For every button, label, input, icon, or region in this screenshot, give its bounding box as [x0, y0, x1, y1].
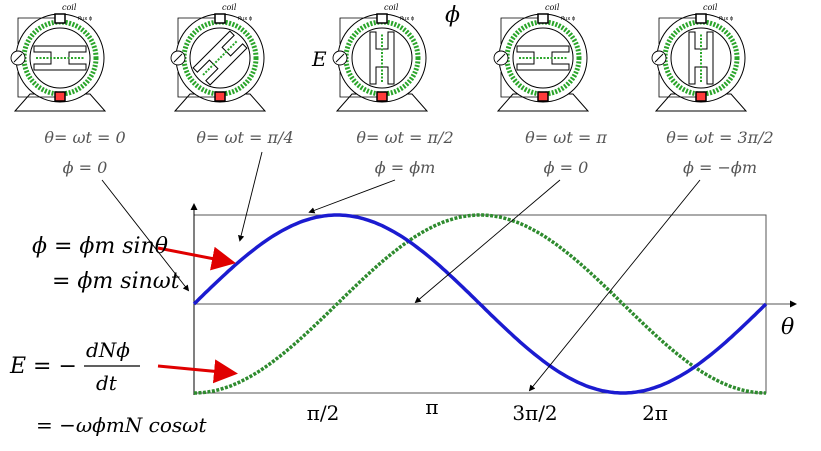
- coil-bottom: [214, 91, 226, 102]
- rotor: [33, 45, 87, 71]
- circuit-wire-top: [339, 17, 377, 44]
- coil-top: [537, 13, 549, 24]
- circuit-wire-bottom: [339, 72, 377, 98]
- flux-equation-line1: ϕ = ϕm sinθ: [32, 234, 168, 259]
- theta-label-1: θ= ωt = π/4: [196, 128, 293, 147]
- circuit-wire-top: [17, 17, 55, 44]
- generator-base: [13, 93, 107, 112]
- coil-label: coil: [545, 3, 560, 12]
- meter-needle: [13, 53, 23, 63]
- rotor-body: [516, 45, 570, 71]
- rotor-body: [688, 31, 714, 85]
- coil-top: [54, 13, 66, 24]
- circuit-wire-top: [177, 17, 215, 44]
- tick-pi: π: [425, 395, 438, 419]
- generator-base: [496, 93, 590, 112]
- flux-label: flux ϕ: [238, 16, 253, 22]
- tick-pi-over-2: π/2: [307, 401, 340, 425]
- pointer-4: [528, 179, 701, 392]
- flux-equation: ϕ = ϕm sinθ = ϕm sinωt: [32, 234, 180, 294]
- theta-label-2: θ= ωt = π/2: [356, 128, 453, 147]
- flux-label: flux ϕ: [719, 16, 734, 22]
- rotor: [369, 31, 395, 85]
- tick-3pi-over-2: 3π/2: [512, 401, 557, 425]
- pointer-3: [414, 179, 561, 304]
- circuit-wire-bottom: [500, 72, 538, 98]
- emf-equation-line2: = −ωϕmN cosωt: [36, 413, 207, 437]
- flux-label: flux ϕ: [400, 16, 415, 22]
- coil-label: coil: [703, 3, 718, 12]
- theta-label-0: θ= ωt = 0: [44, 128, 125, 147]
- theta-label-3: θ= ωt = π: [525, 128, 607, 147]
- emf-equation: E = − dNϕ dt = −ωϕmN cosωt: [9, 338, 207, 437]
- emf-symbol: E: [311, 47, 327, 71]
- emf-curve: [194, 213, 766, 395]
- rotor-flux-line: [202, 40, 238, 76]
- rotor-body: [33, 45, 87, 71]
- rotor: [688, 31, 714, 85]
- phi-label-4: ϕ = −ϕm: [683, 158, 757, 177]
- circuit-wire-top: [500, 17, 538, 44]
- rotor-body: [369, 31, 395, 85]
- phi-label-0: ϕ = 0: [63, 158, 108, 177]
- rotor: [192, 30, 248, 86]
- caption-row: θ= ωt = 0 θ= ωt = π/4 θ= ωt = π/2 θ= ωt …: [44, 128, 773, 177]
- coil-label: coil: [384, 3, 399, 12]
- coil-label: coil: [62, 3, 77, 12]
- circuit-wire-top: [658, 17, 696, 44]
- generator-base: [654, 93, 748, 112]
- pointer-lines: [101, 151, 701, 392]
- rotor: [516, 45, 570, 71]
- rotor-body: [192, 30, 248, 86]
- circuit-wire-bottom: [658, 72, 696, 98]
- meter-needle: [496, 53, 506, 63]
- coil-top: [376, 13, 388, 24]
- theta-axis-label: θ: [781, 315, 794, 340]
- generator-base: [173, 93, 267, 112]
- flux-label: flux ϕ: [78, 16, 93, 22]
- emf-equation-lhs: E = −: [9, 354, 77, 379]
- theta-label-4: θ= ωt = 3π/2: [666, 128, 773, 147]
- coil-bottom: [54, 91, 66, 102]
- coil-bottom: [537, 91, 549, 102]
- meter-needle: [173, 53, 183, 63]
- pointer-2: [308, 179, 396, 214]
- coil-top: [214, 13, 226, 24]
- phi-label-3: ϕ = 0: [544, 158, 589, 177]
- circuit-wire-bottom: [177, 72, 215, 98]
- meter-needle: [654, 53, 664, 63]
- pointer-0: [101, 179, 190, 292]
- pointer-1: [238, 151, 263, 242]
- emf-equation-numerator: dNϕ: [86, 338, 130, 362]
- meter-needle: [335, 53, 345, 63]
- flux-symbol: ϕ: [445, 3, 460, 28]
- circuit-wire-bottom: [17, 72, 55, 98]
- flux-curve: [192, 213, 768, 395]
- coil-bottom: [376, 91, 388, 102]
- plot-frame: [190, 203, 797, 395]
- coil-bottom: [695, 91, 707, 102]
- flux-label: flux ϕ: [561, 16, 576, 22]
- emf-equation-denominator: dt: [96, 371, 118, 395]
- generator-base: [335, 93, 429, 112]
- tick-2pi: 2π: [642, 401, 668, 425]
- flux-equation-line2: = ϕm sinωt: [52, 269, 180, 294]
- emf-arrow: [157, 359, 238, 384]
- coil-top: [695, 13, 707, 24]
- phi-label-2: ϕ = ϕm: [375, 158, 436, 177]
- coil-label: coil: [222, 3, 237, 12]
- flux-arrow: [157, 246, 236, 271]
